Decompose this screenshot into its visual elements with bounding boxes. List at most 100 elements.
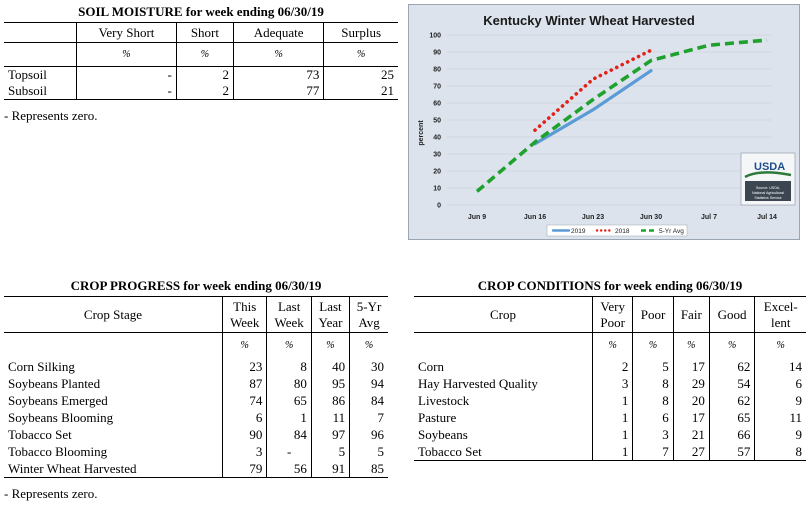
table-row: Topsoil - 2 73 25 [4,66,398,83]
y-tick-label: 40 [433,135,441,142]
logo-caption-band [745,181,791,201]
row-label: Soybeans Emerged [8,393,108,408]
value-cell: 1 [591,409,633,427]
y-tick-label: 80 [433,67,441,74]
crop-progress-title: CROP PROGRESS for week ending 06/30/19 [70,278,322,293]
usda-swoosh [744,171,792,179]
legend-box [546,224,688,237]
value-cell: 97 [310,426,350,444]
value-cell: 94 [349,375,388,393]
value-cell: 87 [221,375,267,393]
series-line-5-yr-avg [475,38,768,193]
col-poor: Poor [632,296,674,333]
table-row: Soybeans Planted 87 80 95 94 [4,375,388,393]
y-tick-label: 100 [429,33,441,40]
value-cell: 84 [266,426,312,444]
value-cell: 21 [323,83,398,100]
value-cell: 96 [349,426,388,444]
unit-stub [4,333,223,359]
crop-conditions-title: CROP CONDITIONS for week ending 06/30/19 [477,278,743,293]
value-cell: 2 [175,66,234,83]
x-tick-labels: Jun 9 Jun 16 Jun 23 Jun 30 Jul 7 Jul 14 [468,214,777,221]
unit-cell: % [266,332,312,359]
series-lines [475,38,768,193]
crop-stage-header: Crop Stage [83,306,143,322]
y-tick-label: 90 [433,50,441,57]
value-cell: 23 [221,358,267,376]
header-line: Year [318,314,343,330]
col-excellent: Excel-lent [754,296,806,333]
crop-progress-note: - Represents zero. [4,486,98,501]
y-tick-label: 30 [433,152,441,159]
value-cell: 3 [591,375,633,393]
value-cell: 11 [310,409,350,427]
soil-moisture-col-surplus: Surplus [323,22,398,43]
soil-moisture-stub-header [4,23,77,43]
table-row: Tobacco Set 90 84 97 96 [4,426,388,444]
value-cell: 40 [310,358,350,376]
logo-caption-line2: National Agricultural [752,191,784,195]
y-tick-label: 10 [433,186,441,193]
row-label: Subsoil [8,83,48,98]
series-line-2018 [533,48,653,132]
value-cell: 8 [266,358,312,376]
value-cell: 30 [349,358,388,376]
value-cell: 29 [672,375,710,393]
value-cell: 74 [221,392,267,410]
value-cell: 17 [672,358,710,376]
value-cell: - [76,83,177,100]
soil-moisture-note: - Represents zero. [4,108,98,123]
table-row: Soybeans Blooming 6 1 11 7 [4,409,388,427]
legend-label: 2019 [571,228,586,235]
value-cell: 80 [266,375,312,393]
y-tick-label: 60 [433,101,441,108]
legend-label: 2018 [615,228,630,235]
value-cell: 91 [310,460,350,478]
col-fair: Fair [672,296,710,333]
row-label: Winter Wheat Harvested [8,460,137,476]
gridlines [447,34,771,206]
crop-conditions-header-row: Crop Very Poor Poor Fair Good Excel-lent [414,296,806,333]
value-cell: 17 [672,409,710,427]
value-cell: - [76,66,177,83]
value-cell: 57 [708,443,755,461]
x-tick-label: Jun 9 [468,214,486,221]
soil-moisture-title: SOIL MOISTURE for week ending 06/30/19 [78,4,324,19]
chart-title: Kentucky Winter Wheat Harvested [483,13,695,28]
unit-cell: % [221,332,267,359]
value-cell: 5 [310,443,350,461]
value-cell: 66 [708,426,755,444]
value-cell: 95 [310,375,350,393]
x-tick-label: Jun 23 [582,214,604,221]
value-cell: 27 [672,443,710,461]
table-row: Winter Wheat Harvested 79 56 91 85 [4,460,388,478]
value-cell: 1 [591,392,633,410]
header-line: Excel- [763,298,798,314]
col-good: Good [708,296,755,333]
x-tick-label: Jul 14 [757,214,777,221]
x-tick-label: Jun 30 [640,214,662,221]
usda-logo: USDA Source: USDA, National Agricultural… [740,152,796,206]
row-label: Topsoil [8,67,47,82]
table-row: Corn Silking 23 8 40 30 [4,358,388,376]
value-cell: 6 [221,409,267,427]
value-cell: 6 [754,375,806,393]
table-row: Tobacco Set 1 7 27 57 8 [414,443,806,461]
unit-cell: % [591,332,633,359]
header-line: Poor [600,314,625,330]
value-cell: 56 [266,460,312,478]
value-cell: 77 [232,83,324,100]
row-label: Tobacco Blooming [8,444,108,459]
row-label: Hay Harvested Quality [418,376,538,391]
y-tick-label: 0 [437,203,441,210]
value-cell: 9 [754,392,806,410]
header-line: Very [600,298,625,314]
table-row: Hay Harvested Quality 3 8 29 54 6 [414,375,806,393]
value-cell: 8 [754,443,806,461]
value-cell: 6 [632,409,674,427]
row-label: Soybeans [418,427,468,442]
value-cell: 21 [672,426,710,444]
table-row: Subsoil - 2 77 21 [4,83,398,100]
value-cell: 2 [591,358,633,376]
unit-cell: % [632,332,674,359]
